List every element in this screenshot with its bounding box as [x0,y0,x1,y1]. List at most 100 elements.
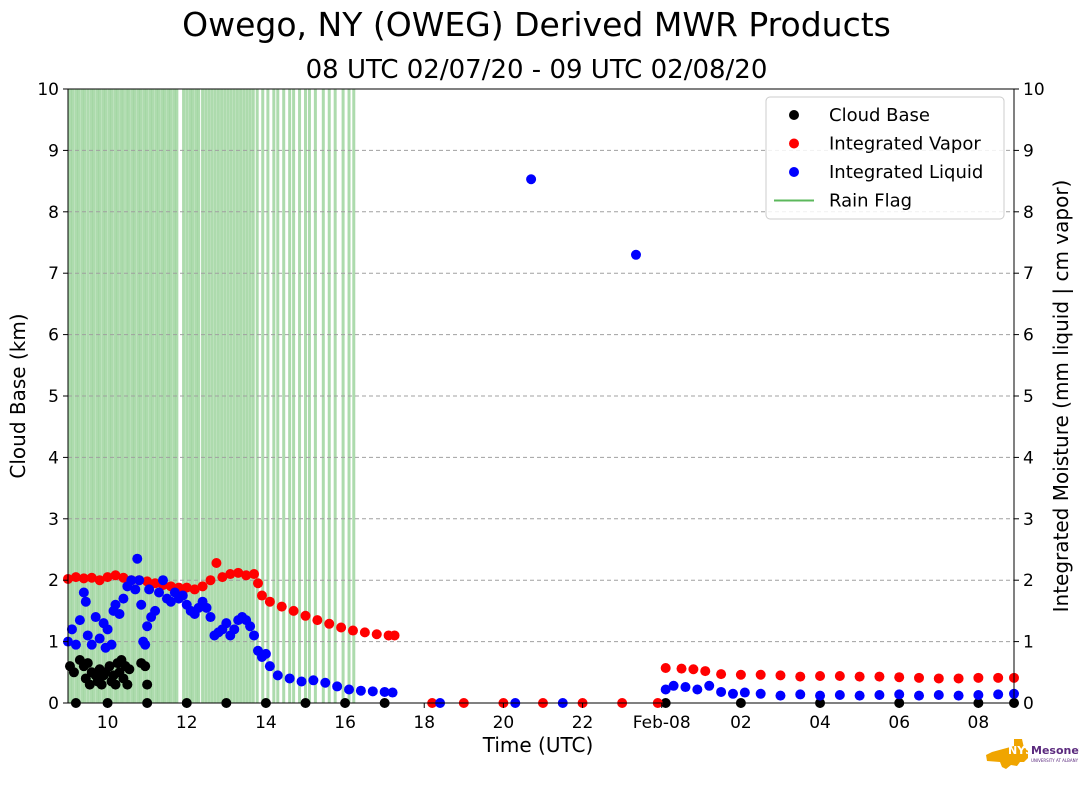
y-tick-label: 10 [37,80,59,100]
integrated-vapor-point [700,666,711,677]
integrated-vapor-point [347,625,358,636]
integrated-liquid-point [144,584,155,595]
y-right-tick-label: 9 [1023,141,1034,161]
cloud-base-point [122,679,133,690]
y-right-tick-label: 0 [1023,694,1034,714]
integrated-vapor-point [118,572,129,583]
y-right-tick-label: 7 [1023,264,1034,284]
integrated-liquid-point [150,605,161,616]
cloud-base-point [84,679,95,690]
cloud-base-point [96,679,107,690]
x-tick-label: 20 [493,713,515,733]
integrated-liquid-point [245,621,256,632]
x-tick-label: 12 [176,713,198,733]
integrated-vapor-point [300,610,311,621]
integrated-vapor-point [914,672,925,683]
integrated-vapor-point [110,570,121,581]
integrated-vapor-point [233,567,244,578]
y-right-axis-label: Integrated Moisture (mm liquid | cm vapo… [1049,180,1073,613]
integrated-liquid-point [993,689,1004,700]
integrated-vapor-point [288,605,299,616]
integrated-liquid-point [716,686,727,697]
integrated-liquid-point [933,690,944,701]
integrated-liquid-point [264,661,275,672]
y-tick-label: 8 [48,203,59,223]
integrated-liquid-point [692,684,703,695]
integrated-liquid-point [894,689,905,700]
integrated-vapor-point [735,669,746,680]
integrated-liquid-point [704,680,715,691]
y-right-tick-label: 5 [1023,387,1034,407]
integrated-liquid-point [142,621,153,632]
x-tick-label: 18 [413,713,435,733]
y-right-tick-label: 1 [1023,633,1034,653]
integrated-liquid-point [379,686,390,697]
x-tick-label: 10 [97,713,119,733]
legend-cloud-base-marker [789,110,799,120]
integrated-vapor-point [142,576,153,587]
integrated-liquid-point [815,690,826,701]
integrated-vapor-point [660,663,671,674]
integrated-vapor-point [973,672,984,683]
logo-mesonet-text: Mesonet [1031,744,1079,757]
integrated-vapor-point [993,672,1004,683]
integrated-vapor-point [70,572,81,583]
y-tick-label: 6 [48,326,59,346]
integrated-liquid-point [914,690,925,701]
y-axis-label: Cloud Base (km) [6,313,30,478]
integrated-vapor-point [312,615,323,626]
legend-rain-flag-label: Rain Flag [829,191,912,212]
y-right-tick-label: 10 [1023,80,1045,100]
integrated-vapor-point [834,670,845,681]
integrated-liquid-point [118,593,129,604]
integrated-liquid-point [94,633,105,644]
x-tick-label: 08 [968,713,990,733]
integrated-vapor-point [389,630,400,641]
logo-nys-text: NYS [1008,744,1033,757]
integrated-liquid-point [739,687,750,698]
integrated-vapor-point [755,669,766,680]
integrated-liquid-point [272,670,283,681]
integrated-liquid-point [165,596,176,607]
integrated-vapor-point [197,581,208,592]
integrated-vapor-point [716,669,727,680]
integrated-liquid-point [526,174,537,185]
integrated-vapor-point [181,582,192,593]
y-tick-label: 1 [48,633,59,653]
legend-integrated-vapor-label: Integrated Vapor [829,134,981,155]
y-right-tick-label: 3 [1023,510,1034,530]
integrated-vapor-point [676,663,687,674]
integrated-liquid-point [727,688,738,699]
y-tick-label: 7 [48,264,59,284]
integrated-liquid-point [668,680,679,691]
x-tick-label: 02 [730,713,752,733]
integrated-vapor-point [211,558,222,569]
legend-box [765,96,1005,220]
legend-cloud-base-label: Cloud Base [829,105,930,126]
integrated-vapor-point [78,573,89,584]
integrated-liquid-point [70,639,81,650]
y-right-tick-label: 6 [1023,326,1034,346]
integrated-vapor-point [688,664,699,675]
integrated-vapor-point [336,622,347,633]
integrated-vapor-point [324,618,335,629]
integrated-liquid-point [74,615,85,626]
y-tick-label: 2 [48,571,59,591]
integrated-liquid-point [308,675,319,686]
integrated-liquid-point [953,690,964,701]
x-tick-label: 14 [255,713,277,733]
integrated-liquid-point [355,685,366,696]
y-tick-label: 9 [48,141,59,161]
integrated-liquid-point [114,608,125,619]
x-tick-label: Feb-08 [633,713,691,733]
legend-integrated-liquid-label: Integrated Liquid [829,162,983,183]
integrated-liquid-point [332,681,343,692]
chart-subtitle: 08 UTC 02/07/20 - 09 UTC 02/08/20 [305,55,768,85]
integrated-vapor-point [775,670,786,681]
integrated-vapor-point [359,627,370,638]
x-tick-label: 06 [888,713,910,733]
integrated-liquid-point [90,612,101,623]
integrated-liquid-point [177,590,188,601]
integrated-vapor-point [256,590,267,601]
